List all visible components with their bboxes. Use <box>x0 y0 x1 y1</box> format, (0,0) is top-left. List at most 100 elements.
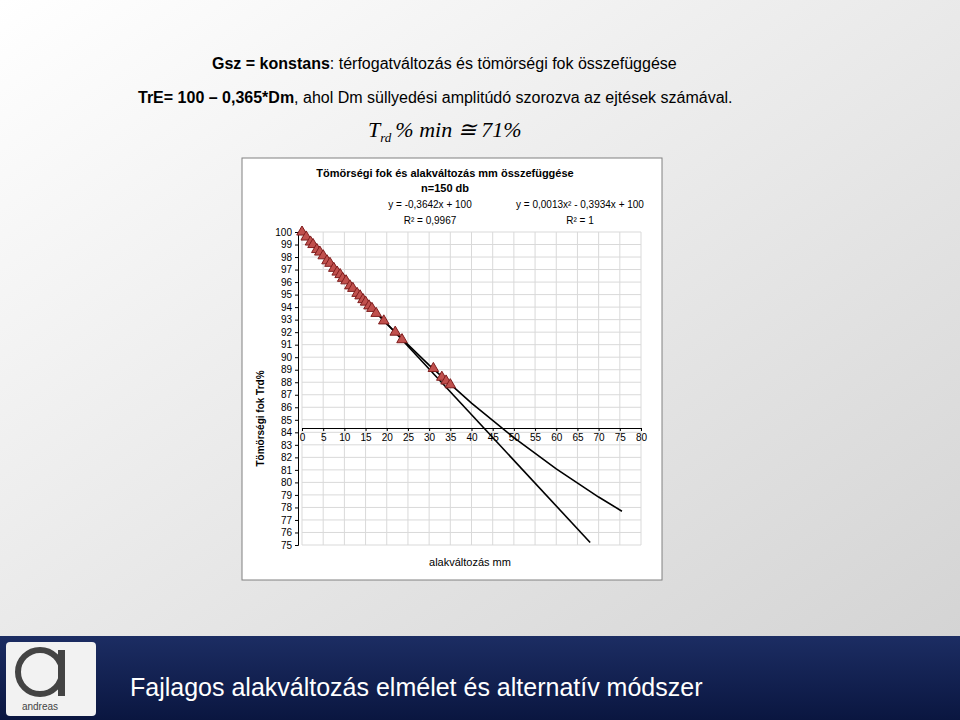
tick: 97 <box>281 264 298 275</box>
tick-mark <box>295 445 298 446</box>
tick-mark <box>295 507 298 508</box>
formula-subscript: rd <box>380 130 392 145</box>
tick-label: 84 <box>281 427 293 438</box>
tick: 45 <box>488 428 500 443</box>
tick-label: 83 <box>281 440 293 451</box>
tick-label: 91 <box>281 339 293 350</box>
grid-line <box>641 232 642 545</box>
tick-label: 99 <box>281 239 293 250</box>
tick: 70 <box>594 428 606 443</box>
background <box>0 0 960 636</box>
tick-mark <box>366 428 367 431</box>
tick-mark <box>295 520 298 521</box>
tick-mark <box>472 428 473 431</box>
tick: 25 <box>403 428 415 443</box>
tick: 86 <box>281 402 298 413</box>
grid-line <box>513 232 514 545</box>
plot-marks <box>297 226 622 542</box>
tick-mark <box>295 407 298 408</box>
grid-line <box>492 232 493 545</box>
tick-mark <box>295 470 298 471</box>
tick-mark <box>577 428 578 431</box>
tick: 98 <box>281 252 298 263</box>
grid-line <box>302 332 641 333</box>
data-point <box>379 315 390 324</box>
tick-mark <box>295 295 298 296</box>
tick-label: 80 <box>281 477 293 488</box>
grid-line <box>619 232 620 545</box>
tick-label: 87 <box>281 389 293 400</box>
annotation: y = -0,3642x + 100 <box>388 199 472 210</box>
tick: 10 <box>339 428 351 443</box>
tick: 55 <box>530 428 542 443</box>
grid-line <box>302 232 641 233</box>
grid-line <box>302 469 641 470</box>
tick-mark <box>556 428 557 431</box>
tick-mark <box>408 428 409 431</box>
tick: 93 <box>281 314 298 325</box>
data-point <box>428 362 439 371</box>
data-point <box>445 379 456 388</box>
x-axis-title: alakváltozás mm <box>429 556 511 568</box>
tick-label: 25 <box>403 432 415 443</box>
tick-mark <box>344 428 345 431</box>
slide-title: Gsz = konstans: térfogatváltozás és tömö… <box>212 55 677 72</box>
tick-label: 93 <box>281 314 293 325</box>
grid-line <box>407 232 408 545</box>
grid-line <box>535 232 536 545</box>
tick-mark <box>295 345 298 346</box>
tick-mark <box>295 357 298 358</box>
grid-line <box>302 232 303 545</box>
grid-line <box>302 369 641 370</box>
tick-label: 95 <box>281 289 293 300</box>
tick-label: 70 <box>594 432 606 443</box>
tick-mark <box>295 370 298 371</box>
tick: 77 <box>281 515 298 526</box>
chart-subtitle: n=150 db <box>421 182 469 194</box>
grid-line <box>556 232 557 545</box>
tick-mark <box>387 428 388 431</box>
tick: 88 <box>281 377 298 388</box>
trend-line <box>302 232 622 511</box>
grid-line <box>429 232 430 545</box>
tick-label: 98 <box>281 252 293 263</box>
grid-line <box>302 532 641 533</box>
line-bold: TrE= 100 – 0,365*Dm <box>138 89 294 106</box>
tick: 35 <box>445 428 457 443</box>
grid-line <box>302 257 641 258</box>
grid-line <box>302 419 641 420</box>
tick: 30 <box>424 428 436 443</box>
tick-label: 96 <box>281 277 293 288</box>
tick: 15 <box>361 428 373 443</box>
tick-label: 76 <box>281 527 293 538</box>
logo-ring <box>18 650 62 694</box>
data-point <box>390 326 401 335</box>
tick-label: 75 <box>281 540 293 551</box>
tick-mark <box>450 428 451 431</box>
tick-mark <box>295 245 298 246</box>
annotation: R² = 1 <box>566 215 594 226</box>
tick: 95 <box>281 289 298 300</box>
grid <box>302 232 641 545</box>
tick-label: 88 <box>281 377 293 388</box>
grid-line <box>302 344 641 345</box>
grid-line <box>302 545 641 546</box>
tick-mark <box>641 428 642 431</box>
tick-label: 40 <box>466 432 478 443</box>
tick-label: 0 <box>300 432 306 443</box>
logo-text: andreas <box>22 701 58 712</box>
grid-line <box>386 232 387 545</box>
tick-label: 81 <box>281 465 293 476</box>
grid-line <box>302 482 641 483</box>
tick: 96 <box>281 277 298 288</box>
tick: 92 <box>281 327 298 338</box>
tick: 82 <box>281 452 298 463</box>
tick-mark <box>295 532 298 533</box>
tick-mark <box>295 495 298 496</box>
grid-line <box>302 494 641 495</box>
tick-label: 30 <box>424 432 436 443</box>
tick: 65 <box>572 428 584 443</box>
tick-label: 60 <box>551 432 563 443</box>
footer-bar <box>0 636 960 720</box>
tick-label: 100 <box>275 227 292 238</box>
